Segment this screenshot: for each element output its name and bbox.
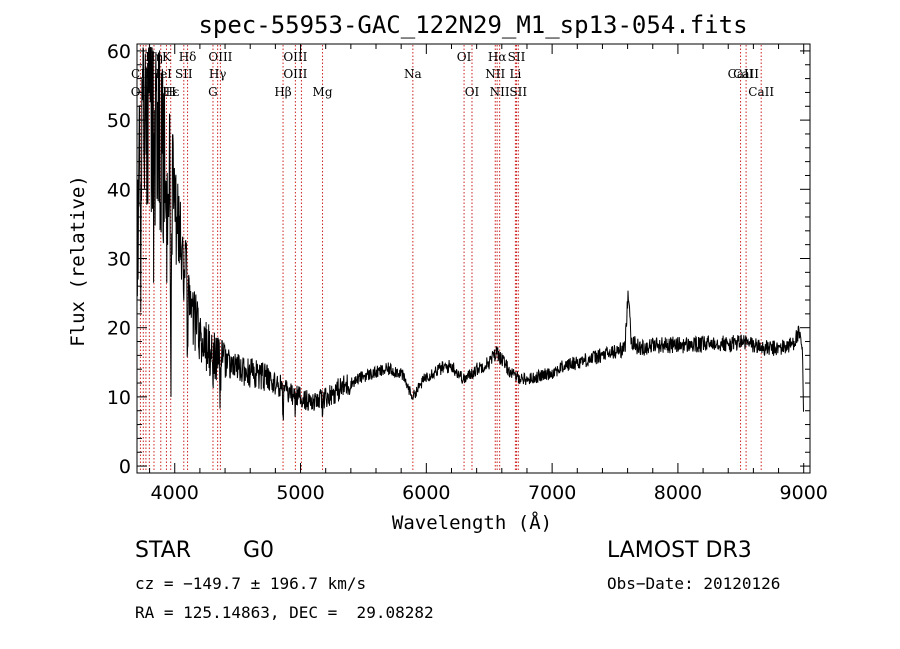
- y-tick-label: 10: [107, 387, 131, 409]
- x-tick-label: 6000: [402, 482, 450, 504]
- line-label: CaII: [748, 85, 774, 99]
- axis-ticks: 4000 5000 6000 7000 8000 9000 0 10 20 30 40 50 60: [107, 41, 828, 504]
- x-tick-label: 4000: [151, 482, 199, 504]
- line-label: HeI: [150, 67, 173, 81]
- object-class: STAR: [135, 538, 192, 563]
- line-label: H: [165, 85, 175, 99]
- y-tick-label: 50: [107, 110, 131, 132]
- line-label: Na: [404, 67, 422, 81]
- line-label: OI: [465, 85, 480, 99]
- object-subclass: G0: [243, 538, 275, 563]
- redshift-velocity: cz = −149.7 ± 196.7 km/s: [135, 574, 367, 593]
- line-label: Hη: [145, 50, 163, 64]
- flux-line: [136, 47, 804, 421]
- y-tick-label: 40: [107, 179, 131, 201]
- line-label: SII: [509, 85, 527, 99]
- survey-name: LAMOST DR3: [607, 538, 752, 563]
- y-tick-label: 30: [107, 249, 131, 271]
- y-tick-label: 0: [119, 456, 131, 478]
- line-label: Li: [509, 67, 521, 81]
- line-label: OIII: [283, 67, 307, 81]
- line-label: SII: [508, 50, 526, 64]
- line-label: CaII: [733, 67, 759, 81]
- observation-date: Obs−Date: 20120126: [607, 574, 781, 593]
- line-label: Mg: [313, 85, 333, 99]
- x-tick-label: 9000: [780, 482, 828, 504]
- y-tick-label: 60: [107, 41, 131, 63]
- coordinates: RA = 125.14863, DEC = 29.08282: [135, 603, 434, 622]
- y-tick-label: 20: [107, 318, 131, 340]
- x-tick-label: 5000: [276, 482, 324, 504]
- line-label: Hδ: [179, 50, 197, 64]
- x-axis-label: Wavelength (Å): [392, 511, 552, 534]
- line-label: Hε: [163, 85, 180, 99]
- line-label: Hγ: [209, 67, 227, 81]
- line-label: OIII: [208, 50, 232, 64]
- line-label: CaII: [728, 67, 754, 81]
- line-label: K: [162, 50, 172, 64]
- line-label: OI: [457, 50, 472, 64]
- chart-title: spec-55953-GAC_122N29_M1_sp13-054.fits: [198, 11, 747, 39]
- line-label: OIII: [283, 50, 307, 64]
- line-label: CII: [131, 67, 150, 81]
- x-tick-label: 7000: [528, 482, 576, 504]
- line-label: Hβ: [274, 85, 291, 99]
- line-markers: [139, 45, 762, 472]
- y-axis-label: Flux (relative): [67, 175, 89, 347]
- line-label: NII: [485, 67, 505, 81]
- flux-series: [136, 47, 804, 421]
- x-tick-label: 8000: [654, 482, 702, 504]
- plot-frame: [136, 43, 811, 474]
- line-label: Hα: [488, 50, 507, 64]
- line-label: SII: [175, 67, 193, 81]
- line-label: NII: [490, 85, 510, 99]
- line-label: G: [208, 85, 218, 99]
